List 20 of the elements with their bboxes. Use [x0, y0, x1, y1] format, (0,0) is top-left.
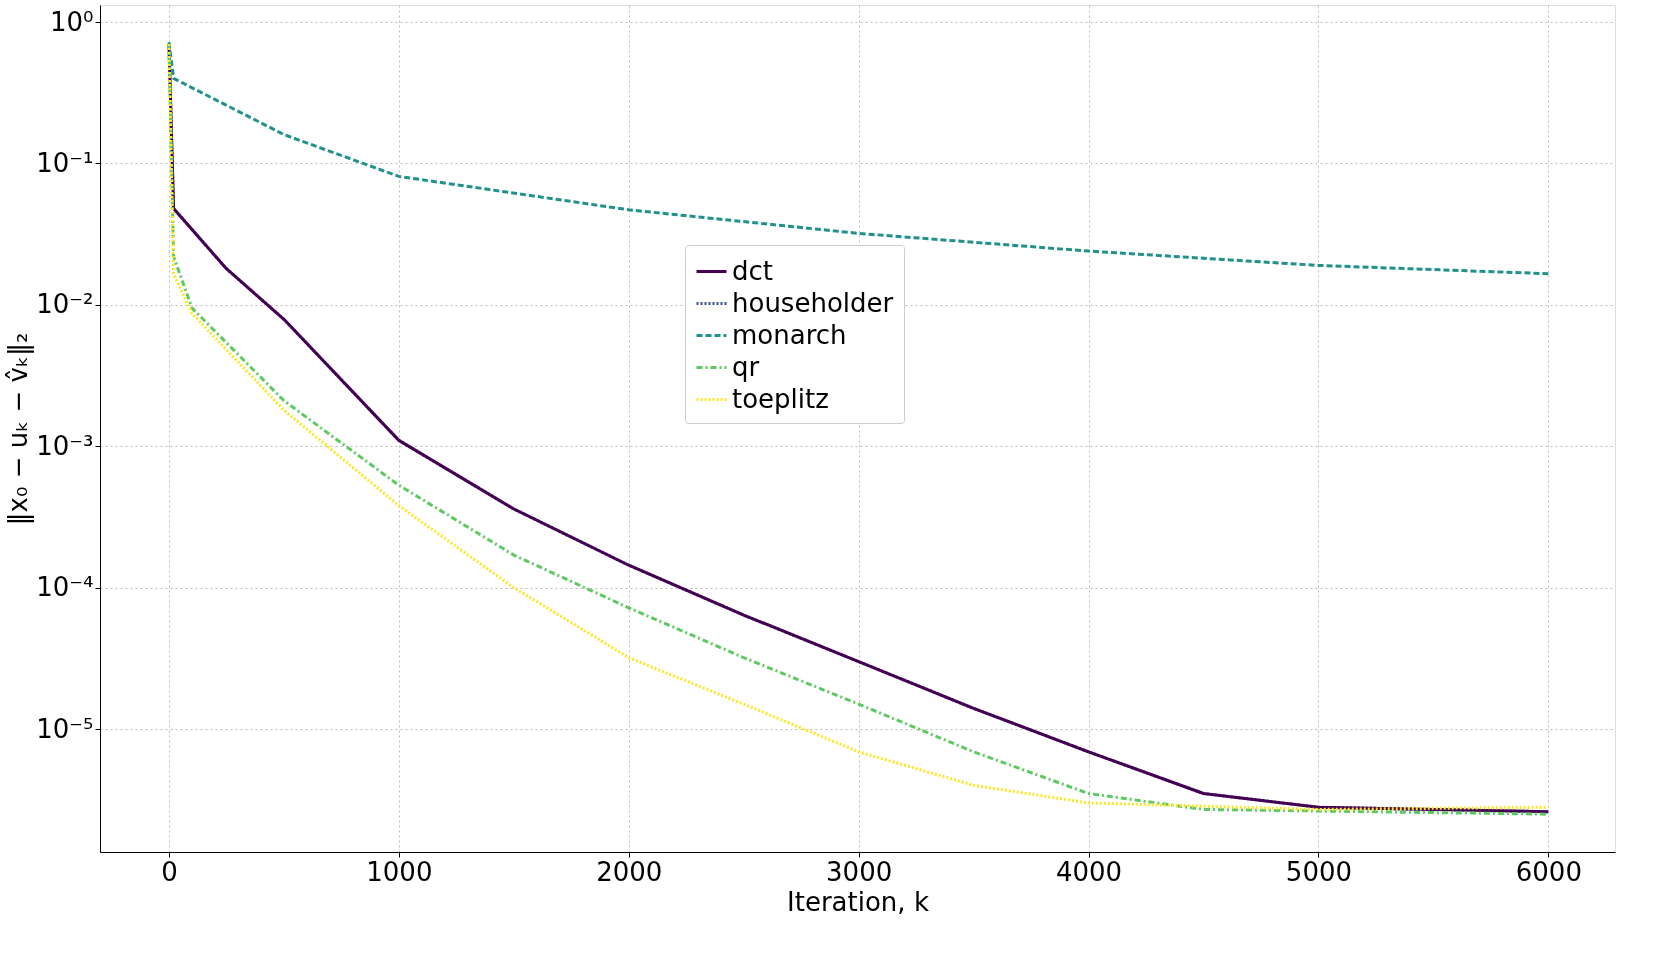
x-tick-label: 2000	[596, 856, 663, 887]
x-tick-label: 0	[161, 856, 178, 887]
legend-label: qr	[732, 351, 760, 382]
y-tick-label: 10⁰	[49, 6, 94, 37]
x-tick-label: 6000	[1515, 856, 1582, 887]
x-tick-label: 3000	[826, 856, 893, 887]
legend-label: dct	[732, 255, 773, 286]
x-tick-label: 1000	[366, 856, 433, 887]
y-tick-label: 10⁻⁵	[36, 713, 94, 744]
legend-label: monarch	[732, 319, 847, 350]
y-tick-label: 10⁻⁴	[36, 572, 94, 603]
x-tick-label: 4000	[1055, 856, 1123, 887]
legend-label: householder	[732, 287, 894, 318]
x-tick-label: 5000	[1285, 856, 1353, 887]
y-tick-label: 10⁻¹	[36, 147, 94, 178]
x-axis-title: Iteration, k	[787, 886, 929, 917]
y-axis-title: ‖x₀ − uₖ − v̂ₖ‖₂	[3, 332, 35, 526]
y-tick-label: 10⁻³	[36, 430, 94, 461]
legend-label: toeplitz	[732, 383, 829, 414]
y-tick-label: 10⁻²	[36, 289, 94, 320]
